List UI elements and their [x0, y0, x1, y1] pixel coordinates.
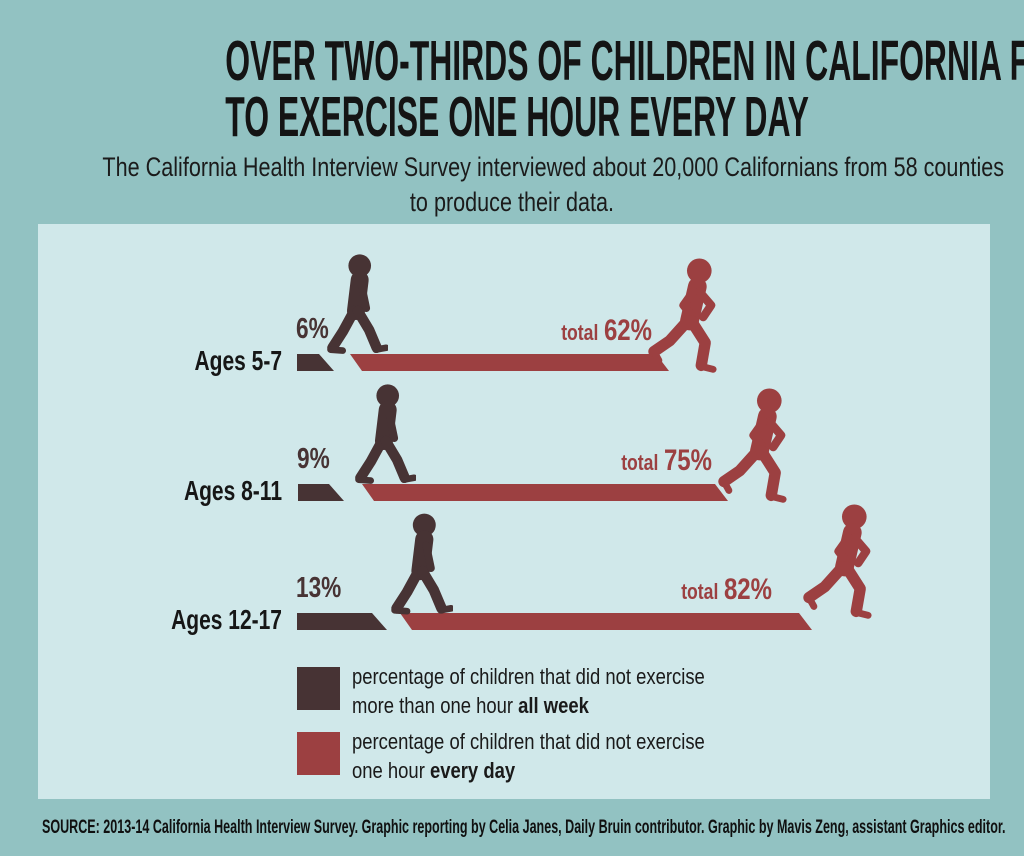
legend-swatch-all-week: [297, 667, 340, 710]
total-value-ages-12-17: total 82%: [572, 573, 772, 607]
total-pct: 62%: [603, 314, 652, 347]
title-line-2: TO EXERCISE ONE HOUR EVERY DAY: [225, 85, 809, 149]
page-title: OVER TWO-THIRDS OF CHILDREN IN CALIFORNI…: [225, 29, 1024, 149]
legend-line-bold: every day: [429, 758, 516, 783]
category-label-ages-12-17: Ages 12-17: [171, 604, 282, 635]
subtitle-line-1: The California Health Interview Survey i…: [102, 152, 1005, 182]
total-value-ages-8-11: total 75%: [512, 444, 712, 478]
legend-line-regular: one hour: [352, 758, 430, 783]
walking-child-icon: [386, 509, 453, 633]
legend-line: percentage of children that did not exer…: [352, 664, 705, 689]
total-pct: 82%: [723, 573, 772, 606]
total-word: total: [561, 320, 599, 345]
walking-child-icon: [350, 380, 416, 502]
total-word: total: [681, 579, 719, 604]
legend-swatch-every-day: [297, 732, 340, 775]
total-value-ages-5-7: total 62%: [452, 314, 652, 348]
every-day-bar-ages-12-17: [400, 613, 812, 630]
legend-label-all-week: percentage of children that did not exer…: [352, 662, 705, 720]
running-child-icon: [644, 256, 727, 392]
legend-line: more than one hour all week: [352, 691, 705, 720]
all-week-value-ages-8-11: 9%: [297, 443, 330, 475]
subtitle: The California Health Interview Survey i…: [102, 150, 1005, 220]
legend-line: percentage of children that did not exer…: [352, 729, 705, 754]
all-week-value-ages-5-7: 6%: [296, 313, 329, 345]
every-day-bar-ages-5-7: [350, 354, 669, 371]
all-week-value-ages-12-17: 13%: [296, 572, 342, 604]
legend-line-regular: more than one hour: [352, 693, 519, 718]
every-day-bar-ages-8-11: [362, 484, 728, 501]
legend-line-bold: all week: [518, 693, 589, 718]
all-week-bar-ages-8-11: [298, 484, 344, 501]
source-credit: SOURCE: 2013-14 California Health Interv…: [42, 817, 1006, 838]
chart-panel: [38, 224, 990, 799]
total-pct: 75%: [663, 444, 712, 477]
running-child-icon: [714, 386, 797, 522]
all-week-bar-ages-12-17: [297, 613, 387, 630]
legend-label-every-day: percentage of children that did not exer…: [352, 727, 705, 785]
walking-child-icon: [322, 250, 388, 372]
title-line-1: OVER TWO-THIRDS OF CHILDREN IN CALIFORNI…: [225, 29, 1024, 93]
total-word: total: [621, 450, 659, 475]
category-label-ages-5-7: Ages 5-7: [194, 345, 282, 376]
category-label-ages-8-11: Ages 8-11: [183, 475, 282, 506]
subtitle-line-2: to produce their data.: [409, 187, 615, 217]
running-child-icon: [799, 502, 882, 638]
legend-line: one hour every day: [352, 756, 705, 785]
